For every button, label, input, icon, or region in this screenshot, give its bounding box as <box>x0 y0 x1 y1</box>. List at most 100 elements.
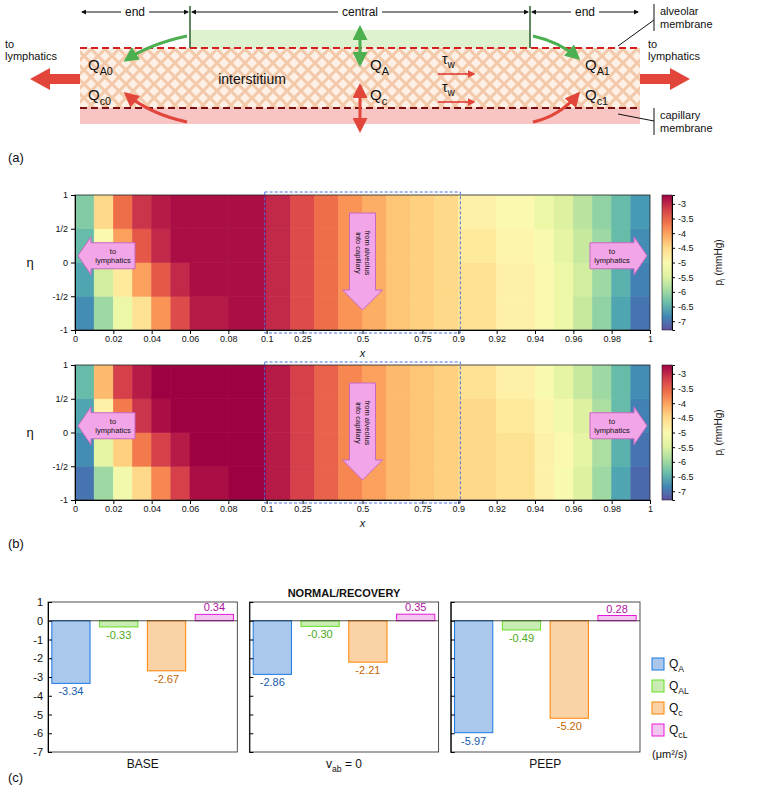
legend-label-sub: c <box>678 708 683 718</box>
annotation-line: into capillary <box>354 232 363 274</box>
tick-label: -6.5 <box>678 472 694 482</box>
tick-mark <box>672 233 675 234</box>
cell <box>315 433 339 467</box>
cell <box>535 433 554 467</box>
annotation-line: from alveolus <box>363 231 372 276</box>
field-plot: 00.020.040.060.080.10.250.50.750.90.920.… <box>26 360 727 529</box>
tick-label: -5.5 <box>678 443 694 453</box>
leader <box>618 114 654 121</box>
tick: -6 <box>33 727 52 739</box>
tick-mark <box>48 602 52 603</box>
tick-label: -3 <box>678 199 686 209</box>
tick-mark <box>48 696 52 697</box>
annotation-arrow <box>590 237 647 275</box>
legend-swatch <box>652 658 664 670</box>
cell <box>152 466 171 500</box>
tick-label: 0.06 <box>182 504 200 514</box>
tick-label: -5 <box>678 428 686 438</box>
tick: -7 <box>672 317 686 327</box>
region-arrow <box>82 12 121 13</box>
tick: 0.25 <box>294 330 312 344</box>
annotation-arrow <box>343 383 383 480</box>
plot-frame <box>48 602 237 752</box>
cell <box>267 365 291 399</box>
legend-label: Qc <box>669 701 683 718</box>
cell <box>171 263 190 297</box>
panel-label: (a) <box>8 150 24 165</box>
cell <box>593 365 612 399</box>
central-box <box>265 362 461 503</box>
cell <box>228 466 266 500</box>
annotation-line: from alveolus <box>363 401 372 446</box>
annotation: tolymphatics <box>594 417 630 435</box>
colorbar-title: pi (mmHg) <box>713 239 727 285</box>
tick-label: -7 <box>33 746 43 758</box>
flow-label-sub: c0 <box>100 95 111 107</box>
axis-title: x <box>359 517 366 529</box>
tick-label: 0.02 <box>105 334 123 344</box>
lymph-label-line: lymphatics <box>648 50 700 62</box>
tick: 0.98 <box>603 330 621 344</box>
colorbar <box>662 365 672 500</box>
legend-swatch <box>652 702 664 714</box>
tick: 0.5 <box>357 330 370 344</box>
lymph-label-line: to <box>5 38 14 50</box>
tick-mark <box>672 447 675 448</box>
bar <box>397 614 435 621</box>
tick: 0.96 <box>565 330 583 344</box>
cell <box>171 296 190 330</box>
legend-label-main: Q <box>669 657 678 671</box>
tick-label: 0.5 <box>357 504 370 514</box>
tick: 0 <box>37 615 52 627</box>
shear-label: τw <box>442 79 456 98</box>
tick: 0 <box>73 330 78 344</box>
data-label: 0.28 <box>606 603 627 615</box>
tick <box>249 640 253 641</box>
flow-label: QA1 <box>585 56 610 77</box>
interstitium-label: interstitium <box>218 71 286 87</box>
tick-label: 0.25 <box>294 334 312 344</box>
shear-arrow <box>438 101 474 103</box>
cell <box>554 399 573 433</box>
tick-label: 1 <box>63 190 68 200</box>
bar <box>455 621 493 733</box>
tick <box>451 696 455 697</box>
axis: -7-6.5-6-5.5-5-4.5-4-3.5-3 <box>672 366 694 501</box>
legend-label-sub: cL <box>678 730 687 740</box>
data-label: -5.97 <box>461 735 486 747</box>
cell <box>228 365 266 399</box>
tick: -5.5 <box>672 273 694 283</box>
cell <box>497 365 535 399</box>
tick-mark <box>71 229 75 230</box>
tick-label: 0 <box>73 334 78 344</box>
tick: 0.5 <box>357 500 370 514</box>
tick: 0.96 <box>565 500 583 514</box>
cell <box>291 296 315 330</box>
cell <box>458 195 496 229</box>
tick-mark <box>249 602 253 603</box>
cell <box>593 296 612 330</box>
tick: -1 <box>60 325 75 335</box>
tick-label: -4 <box>678 399 686 409</box>
tick-label: 0.9 <box>453 504 466 514</box>
cell <box>554 195 573 229</box>
tick: -1/2 <box>52 292 75 302</box>
cell <box>315 466 339 500</box>
tick <box>249 602 253 603</box>
tick-label: 0.25 <box>294 504 312 514</box>
cell <box>554 296 573 330</box>
flow-arrow <box>126 36 187 60</box>
cell <box>458 229 496 263</box>
tick <box>249 733 253 734</box>
cell <box>497 195 535 229</box>
cell <box>315 365 339 399</box>
cell <box>291 263 315 297</box>
cell <box>133 466 152 500</box>
cell <box>315 296 339 330</box>
axis: 00.020.040.060.080.10.250.50.750.90.920.… <box>73 330 653 344</box>
cell <box>410 399 434 433</box>
tick: -3 <box>33 671 52 683</box>
cell <box>535 296 554 330</box>
tick-label: 0.94 <box>527 334 545 344</box>
legend-label-main: Q <box>669 701 678 715</box>
